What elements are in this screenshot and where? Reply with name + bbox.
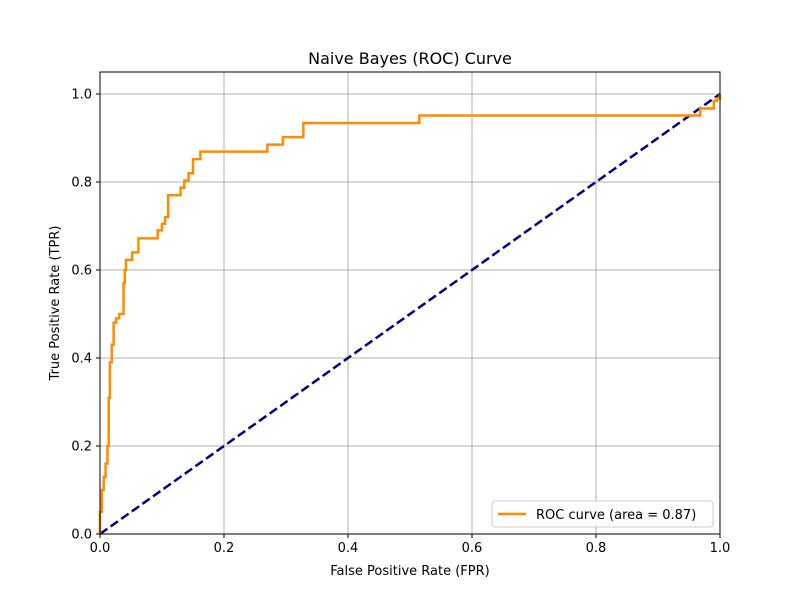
legend-box [491,500,714,528]
x-tick-label: 0.0 [90,541,111,556]
x-tick-label: 0.8 [586,541,607,556]
legend: ROC curve (area = 0.87) [491,500,714,528]
series-layer [98,92,722,536]
x-tick-label: 0.2 [214,541,235,556]
roc-curve-line [98,94,722,534]
y-tick-label: 0.2 [71,440,92,455]
x-tick-label: 1.0 [710,541,731,556]
y-tick-label: 0.8 [71,176,92,191]
x-tick-label: 0.4 [338,541,359,556]
grid [99,72,721,535]
y-tick-label: 0.4 [71,352,92,367]
ticks: 0.0 0.2 0.4 0.6 0.8 1.0 0.0 0.2 0.4 0.6 0.8 1.0 [71,88,730,557]
y-axis-title: True Positive Rate (TPR) [48,226,63,382]
chance-diagonal-line [99,92,721,536]
y-tick-label: 0.0 [71,528,92,543]
plot-area-background [100,72,720,534]
x-tick-label: 0.6 [462,541,483,556]
legend-label-roc: ROC curve (area = 0.87) [536,508,696,523]
chart-title: Naive Bayes (ROC) Curve [308,49,512,68]
plot-frame [99,71,721,535]
y-tick-label: 1.0 [71,88,92,103]
x-axis-title: False Positive Rate (FPR) [330,564,489,579]
y-tick-label: 0.6 [71,264,92,279]
